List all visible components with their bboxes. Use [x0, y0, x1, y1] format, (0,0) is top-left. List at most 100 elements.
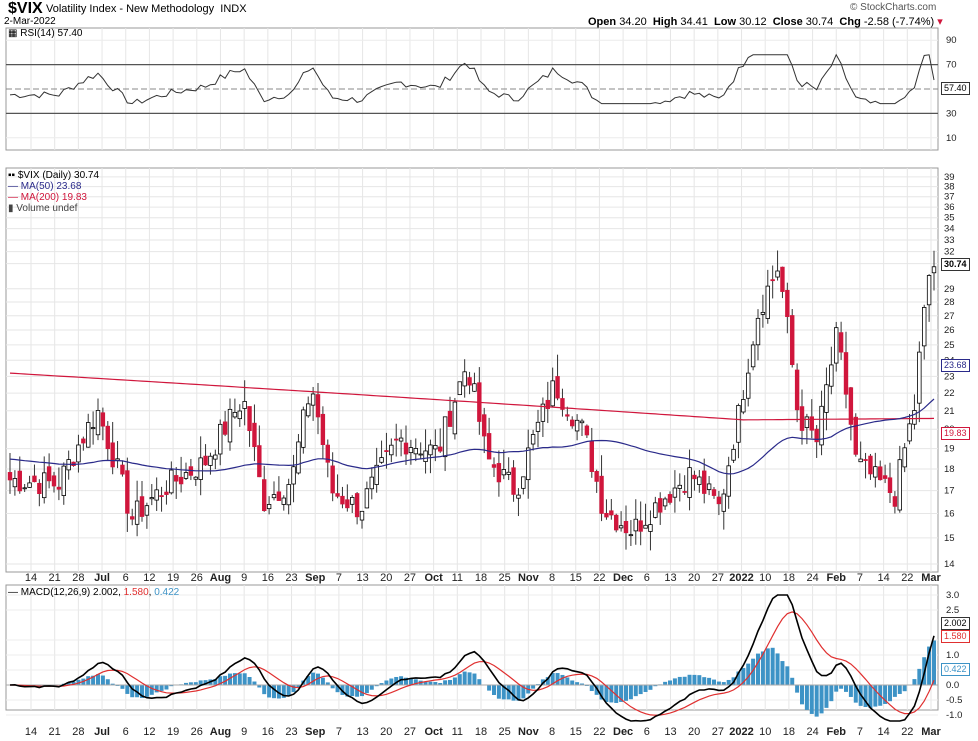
x-tick-label: Jul	[94, 572, 110, 584]
candle-body	[320, 413, 326, 445]
candle-body	[579, 420, 585, 424]
macd-hist-bar	[140, 685, 144, 698]
ma50-value-tag: 23.68	[941, 359, 970, 372]
macd-hist-bar	[296, 685, 301, 688]
x-tick-label: 7	[857, 726, 863, 738]
candle-body	[785, 289, 790, 318]
candle-body	[878, 466, 883, 481]
macd-hist-bar	[819, 685, 824, 714]
macd-hist-bar	[110, 683, 115, 685]
macd-hist-bar	[844, 685, 848, 692]
macd-hist-bar	[785, 666, 790, 685]
x-tick-label: Dec	[613, 572, 633, 584]
x-tick-label: 27	[712, 726, 724, 738]
candle-body	[868, 455, 873, 475]
candle-body	[609, 510, 614, 516]
x-tick-label: 27	[712, 572, 724, 584]
x-tick-label: 20	[380, 572, 392, 584]
macd-hist-bar	[550, 673, 555, 685]
x-tick-label: 20	[688, 726, 700, 738]
x-tick-label: Feb	[826, 726, 846, 738]
macd-hist-bar	[912, 679, 917, 685]
macd-hist-bar	[184, 682, 188, 685]
candle-body	[247, 406, 252, 432]
candle-body	[291, 466, 296, 485]
candle-body	[882, 475, 888, 479]
candle-body	[741, 399, 746, 413]
candle-body	[286, 484, 291, 506]
candle-body	[193, 476, 198, 480]
x-tick-label: 28	[72, 572, 84, 584]
x-tick-label: 7	[336, 572, 342, 584]
macd-hist-bar	[335, 685, 340, 693]
macd-hist-bar	[487, 685, 492, 691]
candle-body	[394, 438, 399, 441]
candle-body	[42, 472, 47, 499]
candle-body	[472, 383, 477, 392]
candle-body	[565, 414, 570, 417]
candle-body	[926, 275, 932, 306]
macd-hist-bar	[712, 679, 716, 685]
x-tick-label: 11	[452, 726, 463, 738]
candle-body	[912, 410, 917, 425]
macd-hist-bar	[580, 683, 584, 685]
macd-hist-bar	[404, 677, 408, 685]
macd-hist-bar	[653, 685, 658, 687]
candle-body	[423, 450, 428, 462]
candle-body	[100, 412, 106, 427]
macd-hist-bar	[521, 685, 526, 699]
candle-body	[824, 384, 829, 413]
macd-hist-bar	[193, 682, 198, 685]
candle-body	[271, 494, 277, 499]
candle-body	[369, 476, 374, 490]
macd-hist-bar	[345, 685, 350, 697]
price-tick-label: 21	[944, 406, 955, 417]
candle-body	[897, 459, 902, 511]
macd-hist-bar	[100, 675, 105, 685]
candle-body	[306, 403, 311, 417]
macd-hist-bar	[433, 682, 438, 685]
x-tick-label: 25	[499, 572, 511, 584]
candle-body	[902, 447, 907, 468]
macd-tick-label: -0.5	[946, 695, 962, 706]
candle-body	[139, 496, 145, 517]
x-tick-label: 20	[688, 572, 700, 584]
candle-body	[873, 466, 878, 478]
candle-body	[276, 491, 282, 501]
x-tick-label: Oct	[424, 726, 443, 738]
candle-body	[545, 399, 550, 410]
candle-body	[379, 457, 384, 463]
candle-body	[814, 428, 819, 443]
price-label: ▪▪ $VIX (Daily) 30.74	[8, 170, 100, 181]
macd-hist-bar	[213, 679, 218, 685]
candle-body	[780, 266, 785, 292]
candle-body	[907, 423, 912, 442]
x-tick-label: 6	[644, 572, 650, 584]
macd-hist-bar	[350, 685, 355, 697]
macd-hist-bar	[203, 680, 208, 685]
candle-body	[550, 380, 555, 407]
candle-body	[653, 502, 658, 518]
macd-hist-bar	[892, 685, 897, 697]
macd-hist-bar	[707, 677, 712, 685]
ma200-label: — MA(200) 19.83	[8, 192, 87, 203]
x-tick-label: 14	[25, 572, 37, 584]
ma50-line	[9, 398, 935, 475]
macd-hist-bar	[932, 640, 936, 685]
macd-hist-bar	[677, 676, 682, 685]
symbol-name: Volatility Index - New Methodology INDX	[46, 3, 247, 15]
candle-body	[736, 405, 741, 443]
macd-hist-bar	[66, 682, 71, 685]
price-tick-label: 23	[944, 371, 955, 382]
candle-body	[526, 447, 531, 481]
price-tick-label: 33	[944, 235, 955, 246]
ma50-label: — MA(50) 23.68	[8, 181, 82, 192]
x-tick-label: 18	[783, 572, 795, 584]
macd-tick-label: 2.5	[946, 605, 959, 616]
candle-body	[790, 315, 795, 365]
macd-hist-bar	[716, 681, 721, 685]
x-tick-label: 18	[475, 726, 487, 738]
macd-hist-bar	[560, 674, 565, 685]
macd-hist-bar	[96, 674, 100, 685]
